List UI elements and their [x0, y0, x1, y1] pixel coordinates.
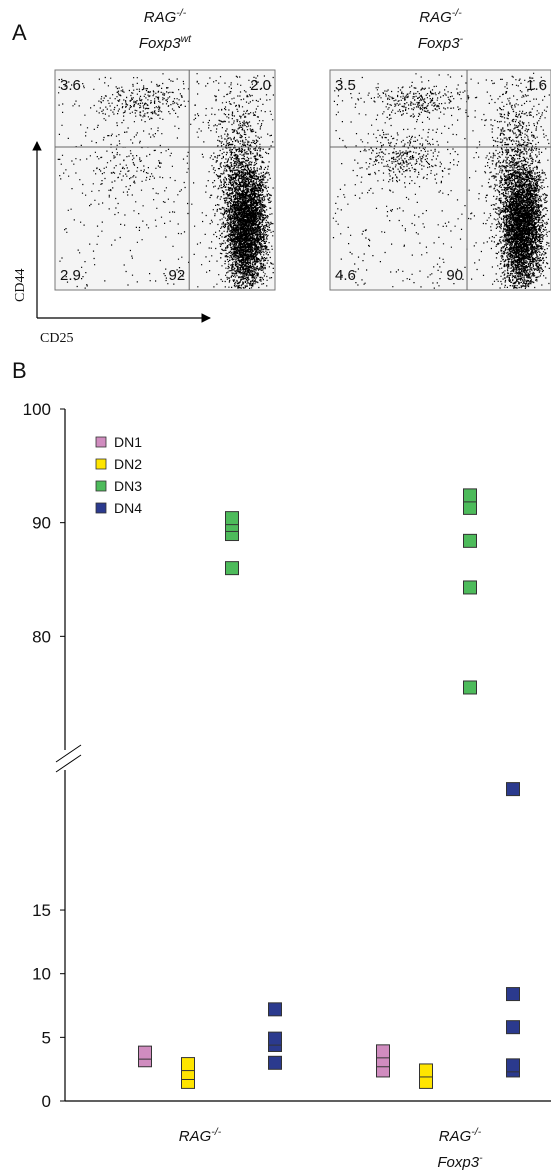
- plot-title: RAG-/-: [419, 7, 462, 26]
- y-tick-label: 100: [23, 400, 51, 419]
- plot-title: Foxp3-: [418, 33, 464, 52]
- legend-label: DN2: [114, 456, 142, 472]
- legend-label: DN1: [114, 434, 142, 450]
- y-axis-label: CD44: [13, 269, 28, 302]
- y-tick-label: 80: [32, 627, 51, 646]
- data-point: [139, 1046, 152, 1059]
- plot-title-base: RAG: [144, 9, 177, 26]
- x-tick-label: RAG-/-: [179, 1126, 222, 1145]
- quadrant-value: 3.5: [335, 77, 356, 94]
- legend-label: DN4: [114, 500, 142, 516]
- y-tick-label: 10: [32, 965, 51, 984]
- plot-title-base: RAG: [419, 9, 452, 26]
- quadrant-value: 1.6: [526, 77, 547, 94]
- data-point: [420, 1064, 433, 1077]
- data-point: [269, 1032, 282, 1045]
- page: { "panel_a": { "label": "A", "y_label": …: [0, 0, 551, 1173]
- plot-title-sup: -: [460, 33, 464, 45]
- x-axis-label: CD25: [40, 331, 73, 346]
- data-point: [464, 581, 477, 594]
- plot-title-base: Foxp3: [418, 35, 460, 52]
- x-tick-label: Foxp3-: [437, 1152, 483, 1171]
- data-point: [269, 1056, 282, 1069]
- x-tick-label-sup: -/-: [211, 1126, 221, 1138]
- legend-swatch: [96, 459, 106, 469]
- data-point: [269, 1003, 282, 1016]
- panel-label: A: [12, 20, 27, 45]
- data-point: [464, 501, 477, 514]
- quadrant-value: 2.0: [250, 77, 271, 94]
- plot-title-sup: -/-: [176, 7, 186, 19]
- data-point: [464, 681, 477, 694]
- data-point: [226, 562, 239, 575]
- data-point: [507, 1021, 520, 1034]
- quadrant-value: 2.9: [60, 267, 81, 284]
- legend-swatch: [96, 503, 106, 513]
- x-tick-label-base: RAG: [179, 1128, 212, 1145]
- figure: CD44 CD25 A B RAG-/-Foxp3wt3.62.02.992RA…: [0, 0, 551, 1173]
- axis-break: [56, 745, 81, 762]
- panel-label: B: [12, 358, 27, 383]
- x-tick-label-sup: -: [479, 1152, 483, 1164]
- data-point: [507, 783, 520, 796]
- y-tick-label: 15: [32, 901, 51, 920]
- quadrant-value: 92: [169, 267, 186, 284]
- data-point: [464, 534, 477, 547]
- plot-title-base: Foxp3: [139, 35, 181, 52]
- y-tick-label: 5: [42, 1028, 51, 1047]
- y-tick-label: 0: [42, 1092, 51, 1111]
- data-point: [464, 489, 477, 502]
- data-point: [507, 988, 520, 1001]
- legend-swatch: [96, 437, 106, 447]
- data-point: [182, 1058, 195, 1071]
- quadrant-value: 4.6: [335, 267, 356, 284]
- data-point: [226, 512, 239, 525]
- legend-swatch: [96, 481, 106, 491]
- quadrant-value: 90: [446, 267, 463, 284]
- x-tick-label: RAG-/-: [439, 1126, 482, 1145]
- plot-title-sup: -/-: [452, 7, 462, 19]
- data-point: [507, 1059, 520, 1072]
- y-tick-label: 90: [32, 514, 51, 533]
- quadrant-value: 3.6: [60, 77, 81, 94]
- x-tick-label-sup: -/-: [471, 1126, 481, 1138]
- plot-title: Foxp3wt: [139, 33, 192, 52]
- legend-label: DN3: [114, 478, 142, 494]
- x-tick-label-base: Foxp3: [437, 1154, 479, 1171]
- axis-break: [56, 755, 81, 772]
- data-point: [377, 1045, 390, 1058]
- plot-title: RAG-/-: [144, 7, 187, 26]
- plot-title-sup: wt: [181, 33, 193, 45]
- x-tick-label-base: RAG: [439, 1128, 472, 1145]
